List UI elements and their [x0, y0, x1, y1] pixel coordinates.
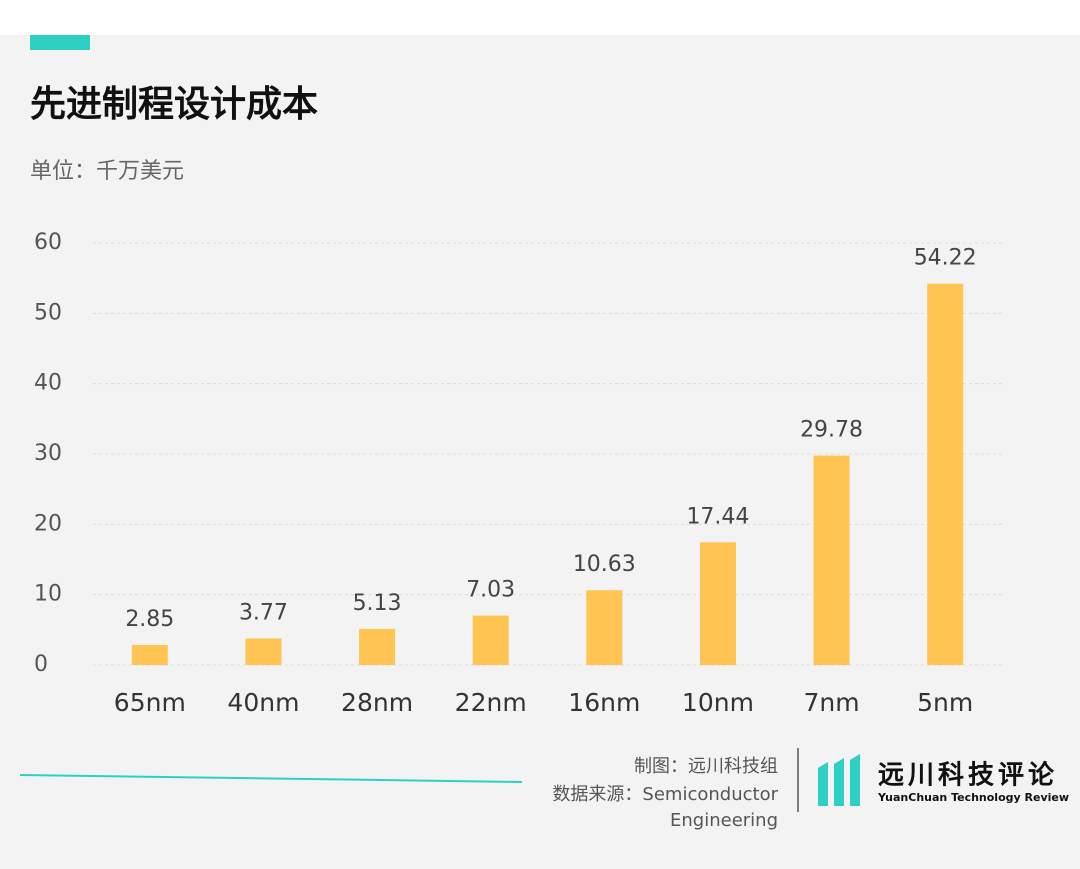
- x-tick-label: 16nm: [568, 688, 640, 717]
- y-tick-label: 0: [34, 652, 48, 677]
- accent-block: [30, 35, 90, 50]
- logo-name: 远川科技评论: [878, 761, 1058, 791]
- y-tick-label: 40: [34, 371, 62, 396]
- credit: 制图：远川科技组: [634, 756, 778, 777]
- chart-subtitle: 单位：千万美元: [30, 159, 184, 184]
- bar: [359, 628, 396, 665]
- bar: [699, 542, 736, 665]
- value-label: 3.77: [239, 600, 288, 625]
- bar: [245, 638, 282, 665]
- source: 数据来源：Semiconductor Engineering: [552, 784, 778, 831]
- y-tick-label: 20: [34, 511, 62, 536]
- bar: [927, 283, 964, 665]
- y-tick-label: 50: [34, 300, 62, 325]
- x-tick-label: 10nm: [682, 688, 754, 717]
- bar: [472, 615, 509, 665]
- y-tick-label: 60: [34, 230, 62, 255]
- bar: [813, 455, 850, 665]
- logo-mark: [834, 758, 844, 806]
- value-label: 5.13: [353, 591, 402, 616]
- value-label: 10.63: [573, 552, 636, 577]
- x-tick-label: 7nm: [804, 688, 860, 717]
- top-strip: [0, 0, 1080, 35]
- divider-line: [19, 774, 523, 783]
- logo-mark: [850, 754, 860, 806]
- logo-mark: [818, 762, 828, 806]
- value-label: 17.44: [686, 504, 749, 529]
- value-label: 7.03: [466, 578, 515, 603]
- x-tick-label: 5nm: [917, 688, 973, 717]
- value-label: 29.78: [800, 418, 863, 443]
- chart-title: 先进制程设计成本: [30, 84, 318, 125]
- x-tick-label: 65nm: [114, 688, 186, 717]
- y-tick-label: 30: [34, 441, 62, 466]
- x-tick-label: 40nm: [227, 688, 299, 717]
- value-label: 54.22: [914, 246, 977, 271]
- x-tick-label: 28nm: [341, 688, 413, 717]
- x-tick-label: 22nm: [455, 688, 527, 717]
- bar: [586, 590, 623, 665]
- logo-subtitle: YuanChuan Technology Review: [877, 791, 1069, 804]
- y-tick-label: 10: [34, 582, 62, 607]
- value-label: 2.85: [125, 607, 174, 632]
- bar: [131, 644, 168, 665]
